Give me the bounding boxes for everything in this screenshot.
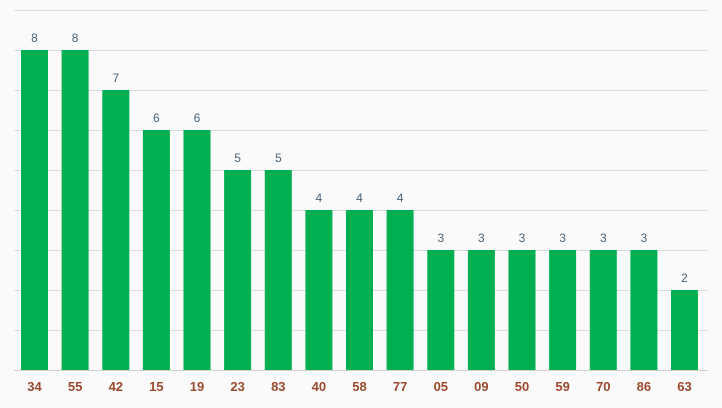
data-label-40: 4	[316, 191, 323, 205]
bar-42	[102, 90, 130, 370]
x-tick-label-15: 15	[149, 379, 163, 394]
data-label-86: 3	[641, 231, 648, 245]
x-tick-label-77: 77	[393, 379, 407, 394]
x-tick-label-59: 59	[555, 379, 569, 394]
bar-83	[264, 170, 292, 370]
data-label-34: 8	[31, 31, 38, 45]
bar-40	[305, 210, 333, 370]
x-tick-label-05: 05	[434, 379, 448, 394]
data-label-09: 3	[478, 231, 485, 245]
bar-34	[21, 50, 48, 370]
data-label-63: 2	[681, 271, 688, 285]
bar-58	[346, 210, 373, 370]
data-label-70: 3	[600, 231, 607, 245]
bars	[21, 50, 698, 370]
x-tick-label-42: 42	[109, 379, 123, 394]
data-label-05: 3	[437, 231, 444, 245]
bar-86	[630, 250, 658, 370]
bar-59	[549, 250, 577, 370]
data-label-42: 7	[112, 71, 119, 85]
data-label-77: 4	[397, 191, 404, 205]
data-label-50: 3	[519, 231, 526, 245]
x-tick-label-34: 34	[27, 379, 42, 394]
x-tick-label-63: 63	[677, 379, 691, 394]
x-tick-label-86: 86	[637, 379, 651, 394]
bar-05	[427, 250, 455, 370]
x-tick-label-40: 40	[312, 379, 326, 394]
bar-15	[142, 130, 170, 370]
x-tick-labels: 34 55 42 15 19 23 83 40 58 77 05 09 50 59 70 86 63	[27, 379, 691, 394]
x-tick-label-55: 55	[68, 379, 82, 394]
data-label-83: 5	[275, 151, 282, 165]
data-label-23: 5	[234, 151, 241, 165]
x-tick-label-23: 23	[230, 379, 244, 394]
data-label-55: 8	[72, 31, 79, 45]
data-label-19: 6	[194, 111, 201, 125]
x-tick-label-83: 83	[271, 379, 285, 394]
x-tick-label-19: 19	[190, 379, 204, 394]
bar-70	[589, 250, 617, 370]
data-labels: 8 8 7 6 6 5 5 4 4 4 3 3 3 3 3 3 2	[31, 31, 688, 285]
bar-19	[183, 130, 211, 370]
x-tick-label-09: 09	[474, 379, 488, 394]
x-tick-label-70: 70	[596, 379, 610, 394]
bar-55	[61, 50, 89, 370]
bar-50	[508, 250, 536, 370]
data-label-58: 4	[356, 191, 363, 205]
data-label-59: 3	[559, 231, 566, 245]
bar-09	[467, 250, 495, 370]
bar-77	[386, 210, 414, 370]
bar-23	[224, 170, 252, 370]
bar-63	[671, 290, 698, 370]
data-label-15: 6	[153, 111, 160, 125]
x-tick-label-50: 50	[515, 379, 529, 394]
x-tick-label-58: 58	[352, 379, 366, 394]
